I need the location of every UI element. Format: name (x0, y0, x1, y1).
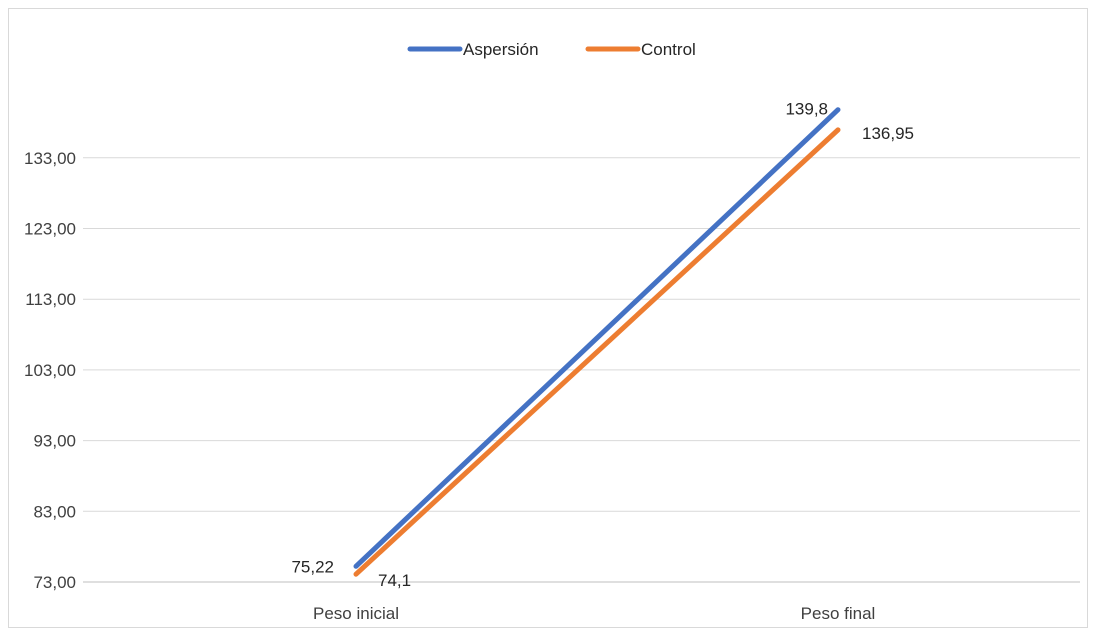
gridlines (83, 157, 1080, 583)
y-tick-label: 73,00 (33, 573, 76, 592)
series-lines (353, 107, 841, 577)
y-tick-label: 123,00 (24, 220, 76, 239)
y-tick-label: 103,00 (24, 361, 76, 380)
y-axis-tick-labels: 73,00 83,00 93,00 103,00 113,00 123,00 133,00 (24, 149, 76, 592)
legend-label: Control (641, 40, 696, 59)
x-tick-label: Peso inicial (313, 604, 399, 623)
legend: Aspersión Control (407, 40, 696, 59)
y-tick-label: 83,00 (33, 502, 76, 521)
data-label-aspersion: 75,22 (291, 557, 334, 576)
data-label-aspersion: 139,8 (785, 100, 828, 119)
data-label-control: 136,95 (862, 124, 914, 143)
x-tick-label: Peso final (801, 604, 876, 623)
legend-label: Aspersión (463, 40, 539, 59)
data-label-control: 74,1 (378, 571, 411, 590)
y-tick-label: 93,00 (33, 432, 76, 451)
series-line-aspersion (353, 107, 841, 569)
data-labels: 75,22 139,8 74,1 136,95 (291, 100, 914, 590)
y-tick-label: 113,00 (25, 290, 76, 309)
series-line-control (353, 127, 841, 577)
x-axis-tick-labels: Peso inicial Peso final (313, 604, 875, 623)
y-tick-label: 133,00 (24, 149, 76, 168)
chart-frame (8, 8, 1088, 628)
